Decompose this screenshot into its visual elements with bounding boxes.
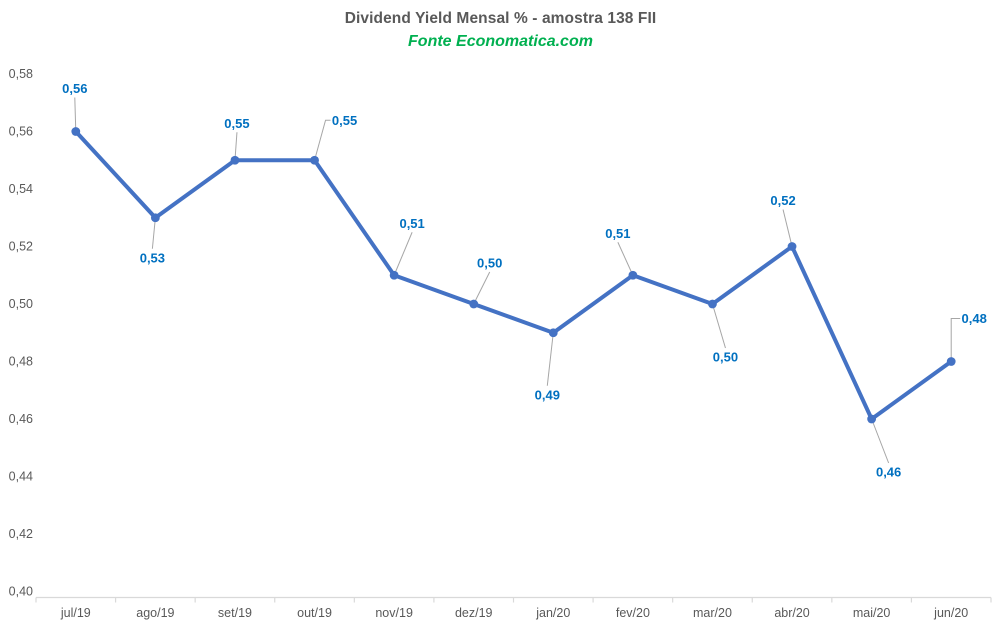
data-label: 0,51 (399, 216, 424, 231)
y-tick-label: 0,52 (9, 240, 33, 254)
data-label: 0,55 (332, 113, 357, 128)
x-tick-label: fev/20 (616, 606, 650, 620)
x-tick-label: dez/19 (455, 606, 493, 620)
data-point-jun-20 (946, 357, 956, 366)
data-label-leader-line (871, 418, 890, 464)
data-label-leader-line (314, 119, 331, 161)
data-point-nov-19 (389, 270, 399, 280)
data-label-leader-line (711, 303, 726, 349)
data-label-leader-line (782, 209, 793, 247)
y-tick-label: 0,56 (9, 125, 33, 139)
y-tick-label: 0,44 (9, 470, 33, 484)
data-label-leader-line (151, 217, 156, 249)
data-label-leader-line (234, 132, 238, 161)
x-tick-label: mai/20 (853, 606, 891, 620)
data-label: 0,46 (876, 465, 901, 480)
data-label: 0,53 (140, 250, 165, 265)
x-tick-label: jun/20 (933, 606, 968, 620)
data-label-leader-line (546, 332, 554, 386)
data-point-mar-20 (708, 299, 717, 309)
data-label: 0,50 (477, 256, 502, 271)
data-label: 0,56 (62, 81, 87, 96)
data-point-set-19 (230, 155, 240, 165)
y-tick-label: 0,50 (9, 297, 33, 311)
data-label: 0,50 (713, 350, 738, 365)
y-tick-label: 0,46 (9, 412, 33, 426)
data-label-leader-line (393, 232, 413, 276)
y-tick-label: 0,58 (9, 67, 33, 81)
y-tick-label: 0,54 (9, 182, 33, 196)
x-tick-label: abr/20 (774, 606, 809, 620)
data-label-leader-line (617, 242, 634, 276)
data-point-jul-19 (71, 127, 81, 136)
x-tick-label: ago/19 (136, 606, 174, 620)
x-tick-label: mar/20 (693, 606, 732, 620)
data-point-mai-20 (867, 414, 877, 424)
data-label: 0,51 (605, 226, 630, 241)
x-tick-label: jul/19 (60, 606, 91, 620)
data-point-fev-20 (628, 270, 638, 280)
data-label-leader-line (950, 318, 961, 362)
series-line (73, 129, 954, 421)
data-label-leader-line (74, 97, 77, 132)
data-point-out-19 (310, 155, 319, 165)
x-tick-label: nov/19 (375, 606, 413, 620)
data-point-ago-19 (150, 213, 160, 223)
y-tick-label: 0,48 (9, 355, 33, 369)
y-tick-label: 0,42 (9, 527, 33, 541)
data-label: 0,49 (535, 387, 560, 402)
data-label: 0,52 (770, 193, 795, 208)
x-tick-label: jan/20 (535, 606, 570, 620)
data-point-abr-20 (787, 242, 797, 251)
x-tick-label: out/19 (297, 606, 332, 620)
data-label: 0,48 (962, 311, 987, 326)
x-tick-label: set/19 (218, 606, 252, 620)
data-label: 0,55 (224, 116, 249, 131)
data-label-leader-line (473, 271, 491, 305)
data-point-jan-20 (548, 328, 558, 338)
data-point-dez-19 (469, 299, 479, 309)
y-tick-label: 0,40 (9, 585, 33, 599)
